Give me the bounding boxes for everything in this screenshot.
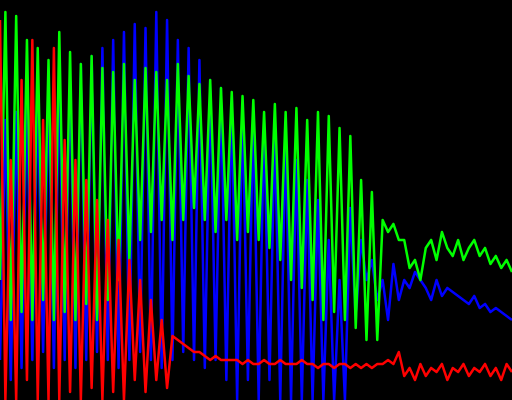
series-line (0, 10, 512, 400)
series-line (0, 19, 512, 400)
